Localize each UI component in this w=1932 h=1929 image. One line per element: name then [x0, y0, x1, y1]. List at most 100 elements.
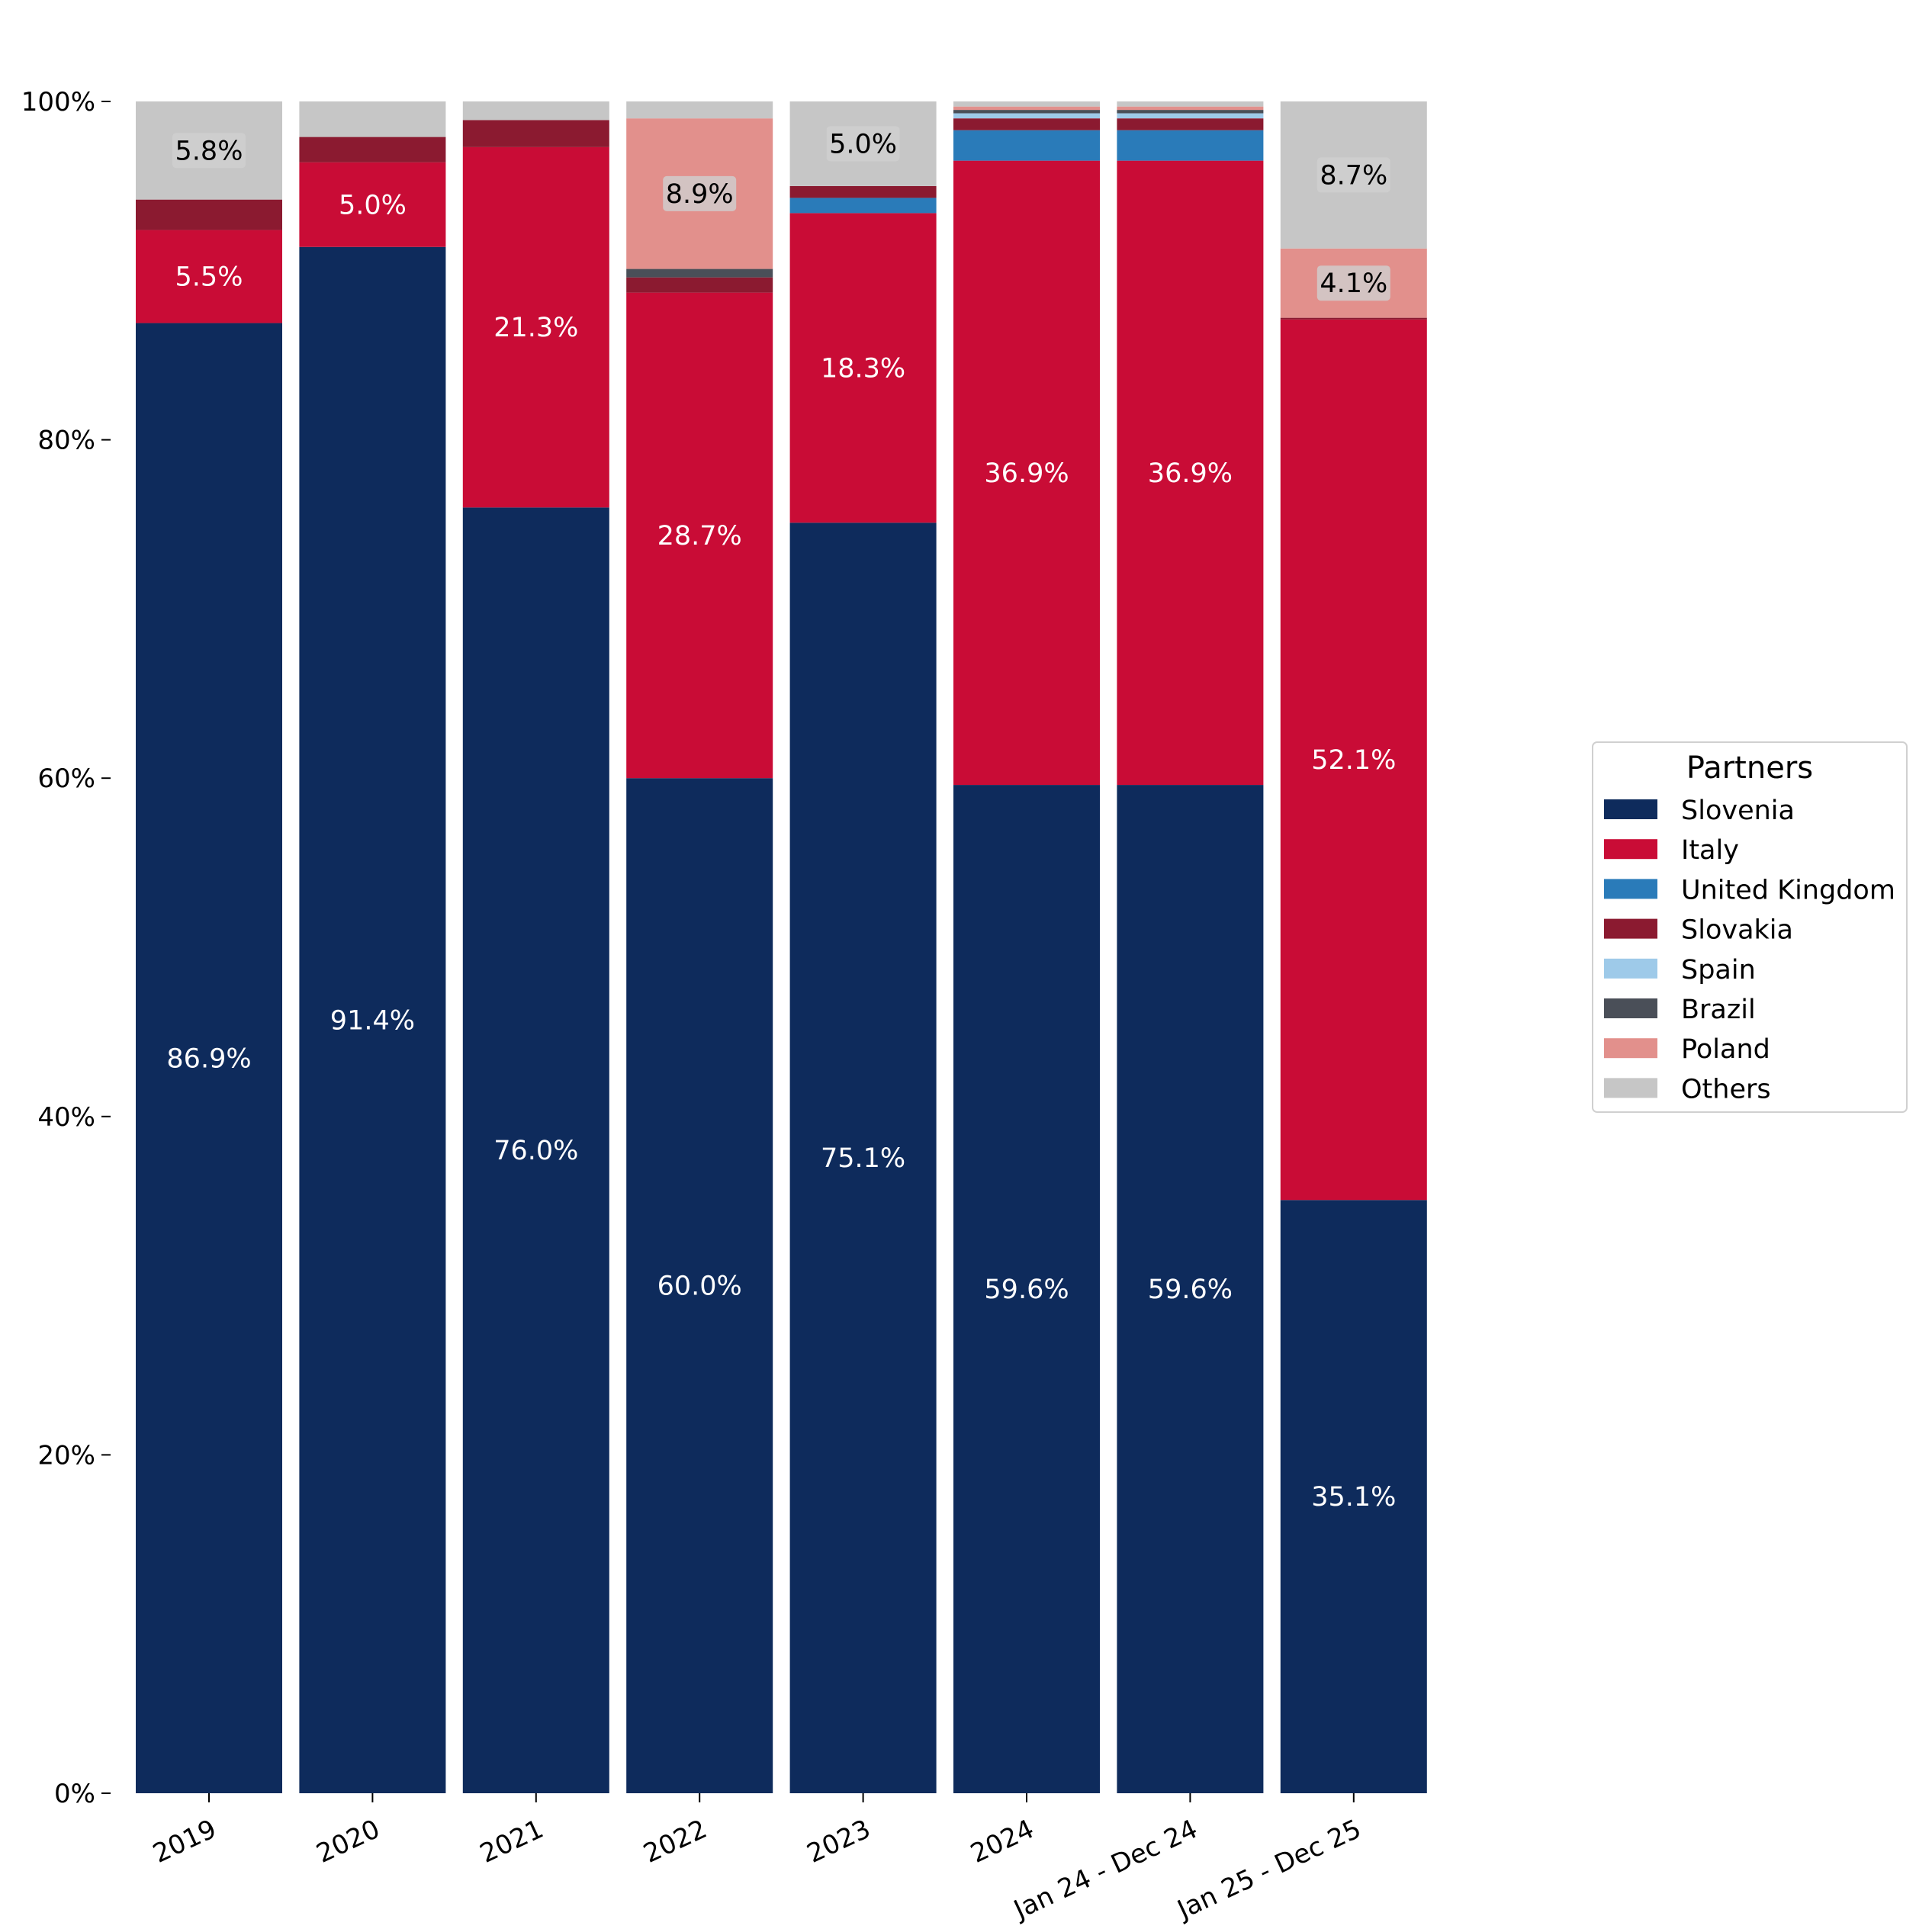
bar-segment-others	[1117, 101, 1264, 107]
data-label-box	[663, 175, 737, 211]
x-tick-label: 2023	[802, 1814, 875, 1870]
data-label-box	[826, 126, 900, 162]
legend-item-italy: Italy	[1681, 835, 1739, 866]
legend-frame	[1592, 741, 1908, 1113]
data-label-box	[172, 133, 246, 169]
data-label: 76.0%	[493, 1136, 578, 1166]
data-label: 52.1%	[1311, 745, 1396, 776]
data-label: 5.0%	[339, 190, 407, 220]
data-label: 36.9%	[984, 458, 1069, 489]
bar-segment-slovakia	[299, 137, 446, 162]
bar-segment-slovenia	[953, 785, 1100, 1793]
bar-segment-italy	[626, 292, 773, 779]
data-label: 60.0%	[657, 1272, 742, 1302]
bar-segment-slovakia	[789, 185, 937, 198]
legend-item-slovenia: Slovenia	[1681, 796, 1795, 826]
bar-segment-slovakia	[1117, 118, 1264, 130]
legend-item-others: Others	[1681, 1074, 1771, 1104]
bar-segment-others	[462, 101, 609, 121]
data-label: 21.3%	[493, 313, 578, 343]
data-label: 59.6%	[984, 1275, 1069, 1305]
bar-segment-brazil	[953, 110, 1100, 114]
bar-segment-slovenia	[136, 323, 282, 1794]
y-tick-label: 100%	[21, 87, 95, 117]
data-label: 4.1%	[1320, 268, 1387, 299]
bar-segment-spain	[953, 113, 1100, 119]
bar-segment-italy	[1280, 319, 1427, 1201]
data-label: 5.8%	[175, 136, 243, 166]
y-tick-label: 20%	[37, 1440, 95, 1471]
x-tick-label: Jan 25 - Dec 25	[1172, 1814, 1366, 1926]
bar-segment-italy	[299, 162, 446, 247]
bar-segment-slovenia	[299, 246, 446, 1793]
data-label: 18.3%	[821, 353, 905, 384]
x-tick-label: 2020	[312, 1814, 384, 1870]
bar-segment-slovakia	[1280, 317, 1427, 320]
bar-segment-italy	[462, 146, 609, 508]
legend-swatch	[1604, 998, 1657, 1018]
legend-item-brazil: Brazil	[1681, 995, 1756, 1025]
legend-swatch	[1604, 799, 1657, 819]
bar-segment-brazil	[1117, 110, 1264, 114]
y-tick-label: 80%	[37, 426, 95, 456]
bar-segment-others	[626, 101, 773, 119]
data-label: 8.7%	[1320, 160, 1387, 191]
bar-segment-slovakia	[626, 277, 773, 293]
legend-item-poland: Poland	[1681, 1034, 1770, 1065]
legend-swatch	[1604, 1078, 1657, 1098]
legend-swatch	[1604, 958, 1657, 979]
data-label: 86.9%	[166, 1043, 251, 1074]
data-labels: 86.9% 5.5% 5.8% 91.4% 5.0% 76.0% 21.3% 60.0% 28.…	[166, 126, 1396, 1513]
bar-segment-united-kingdom	[953, 130, 1100, 161]
data-label-box	[1316, 157, 1390, 193]
data-label: 36.9%	[1148, 458, 1233, 489]
x-tick-label: 2019	[148, 1814, 220, 1870]
bar-segment-slovakia	[136, 199, 282, 230]
bar-segment-italy	[953, 160, 1100, 786]
data-label-box	[1316, 265, 1390, 301]
data-label: 35.1%	[1311, 1482, 1396, 1513]
bar-segment-slovenia	[1117, 785, 1264, 1793]
bar-segment-spain	[1117, 113, 1264, 119]
y-tick-label: 60%	[37, 764, 95, 794]
bar-segment-brazil	[626, 268, 773, 278]
bar-segment-slovenia	[1280, 1200, 1427, 1793]
legend-item-spain: Spain	[1681, 955, 1756, 985]
legend-swatch	[1604, 1038, 1657, 1059]
bar-segment-slovakia	[953, 118, 1100, 130]
bar-segment-others	[953, 101, 1100, 107]
legend-title: Partners	[1686, 751, 1813, 786]
data-label: 59.6%	[1148, 1275, 1233, 1305]
bar-segment-united-kingdom	[1117, 130, 1264, 161]
data-label: 91.4%	[330, 1005, 415, 1036]
bar-segment-slovenia	[789, 522, 937, 1793]
legend-swatch	[1604, 839, 1657, 860]
x-tick-label: 2021	[475, 1814, 548, 1870]
legend: Partners Slovenia Italy United Kingdom Slova…	[1592, 741, 1908, 1113]
bar-segment-poland	[953, 106, 1100, 111]
bar-segment-poland	[1117, 106, 1264, 111]
data-label: 5.5%	[175, 262, 243, 293]
data-label: 5.0%	[829, 129, 897, 159]
y-tick-label: 0%	[54, 1779, 95, 1809]
x-tick-label: 2022	[639, 1814, 712, 1870]
legend-item-united-kingdom: United Kingdom	[1681, 875, 1895, 905]
y-tick-label: 40%	[37, 1102, 95, 1133]
legend-item-slovakia: Slovakia	[1681, 915, 1793, 946]
data-label: 8.9%	[666, 179, 734, 210]
bar-segment-slovenia	[626, 778, 773, 1794]
bar-segment-united-kingdom	[789, 198, 937, 214]
bar-segment-italy	[1117, 160, 1264, 786]
x-tick-label: Jan 24 - Dec 24	[1008, 1814, 1203, 1926]
bar-segment-slovakia	[462, 120, 609, 147]
legend-swatch	[1604, 918, 1657, 939]
bars	[136, 101, 1427, 1794]
data-label: 28.7%	[657, 521, 742, 551]
bar-segment-italy	[136, 230, 282, 323]
y-axis: 0% 20% 40% 60% 80% 100%	[21, 87, 111, 1809]
bar-segment-others	[299, 101, 446, 137]
bar-segment-italy	[789, 213, 937, 523]
legend-swatch	[1604, 879, 1657, 899]
x-tick-label: 2024	[966, 1814, 1038, 1870]
